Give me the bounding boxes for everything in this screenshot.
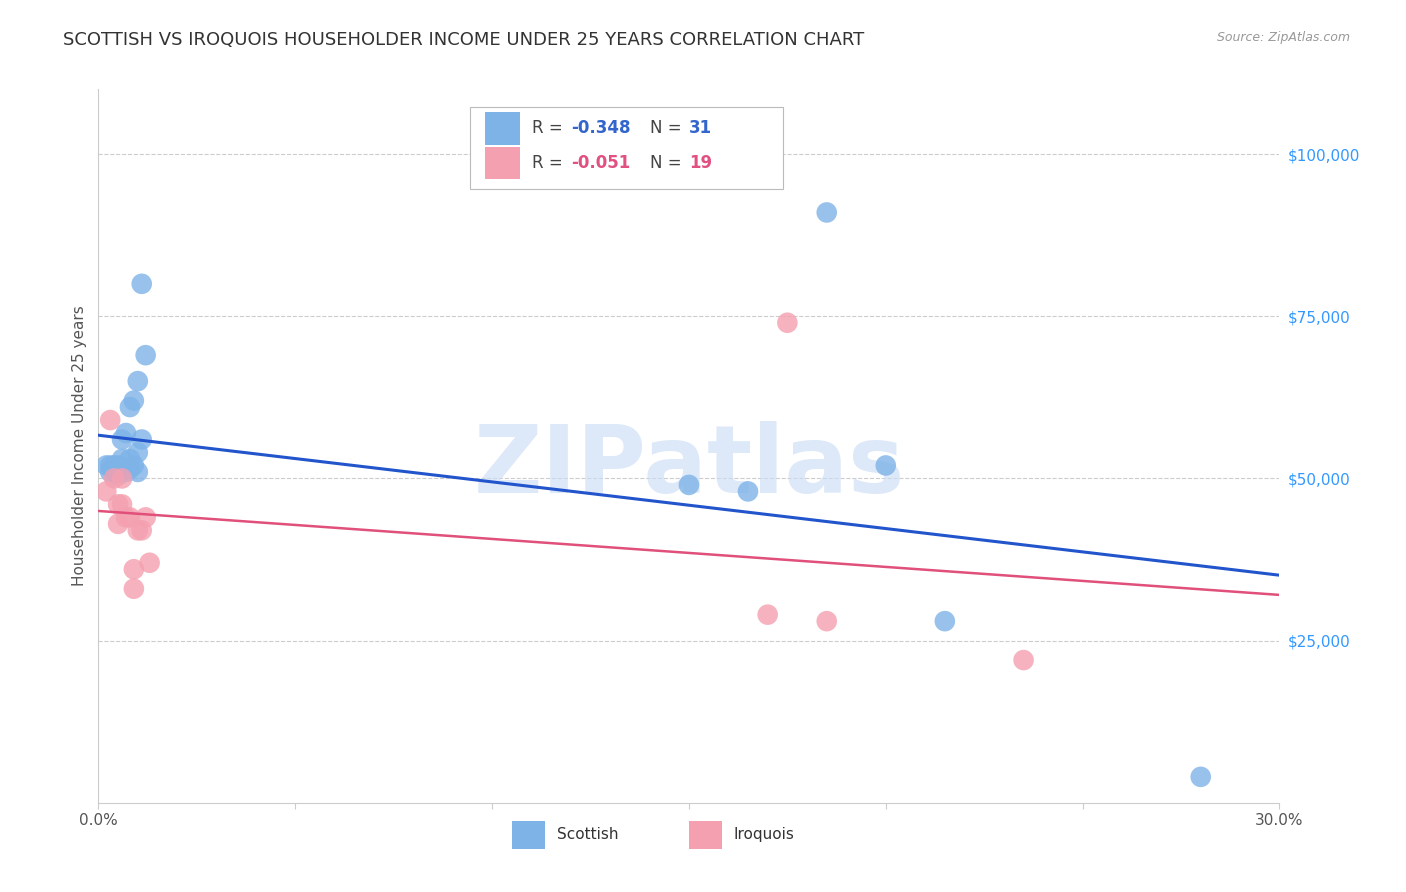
Text: Source: ZipAtlas.com: Source: ZipAtlas.com [1216,31,1350,45]
Point [111,497,134,511]
Point [111,471,134,485]
Text: Scottish: Scottish [557,828,619,842]
Point [678,478,700,492]
Point [96,458,118,473]
Point [122,393,145,408]
Text: SCOTTISH VS IROQUOIS HOUSEHOLDER INCOME UNDER 25 YEARS CORRELATION CHART: SCOTTISH VS IROQUOIS HOUSEHOLDER INCOME … [63,31,865,49]
Point [107,468,129,483]
Y-axis label: Householder Income Under 25 years: Householder Income Under 25 years [72,306,87,586]
Point [815,205,838,219]
Text: N =: N = [650,153,688,171]
Point [111,433,134,447]
Text: 31: 31 [689,120,711,137]
Point [875,458,897,473]
Text: -0.348: -0.348 [571,120,630,137]
Point [815,614,838,628]
Point [118,510,141,524]
Point [115,510,138,524]
Point [776,316,799,330]
Point [138,556,160,570]
Point [107,461,129,475]
Point [127,465,149,479]
Text: R =: R = [531,120,568,137]
Point [111,461,134,475]
Point [98,413,121,427]
Point [1189,770,1212,784]
Text: N =: N = [650,120,688,137]
Point [107,497,129,511]
Point [118,452,141,467]
Point [98,465,121,479]
Point [118,400,141,414]
Point [127,445,149,459]
FancyBboxPatch shape [485,146,520,178]
Point [127,374,149,388]
Point [934,614,956,628]
Point [122,562,145,576]
Point [115,465,138,479]
Point [131,433,153,447]
Point [756,607,779,622]
Point [1012,653,1035,667]
Point [96,484,118,499]
FancyBboxPatch shape [471,107,783,189]
Point [115,425,138,440]
Point [103,458,125,473]
Point [127,524,149,538]
Point [122,458,145,473]
Point [98,458,121,473]
Point [107,465,129,479]
Point [118,461,141,475]
Point [107,516,129,531]
Point [103,465,125,479]
Text: 19: 19 [689,153,711,171]
Text: ZIPatlas: ZIPatlas [474,421,904,514]
Text: Iroquois: Iroquois [734,828,794,842]
FancyBboxPatch shape [485,112,520,145]
Point [122,582,145,596]
Point [111,452,134,467]
FancyBboxPatch shape [512,821,546,849]
Point [103,471,125,485]
Point [131,524,153,538]
Point [107,458,129,473]
Text: R =: R = [531,153,568,171]
FancyBboxPatch shape [689,821,723,849]
Point [135,348,157,362]
Text: -0.051: -0.051 [571,153,630,171]
Point [737,484,759,499]
Point [135,510,157,524]
Point [131,277,153,291]
